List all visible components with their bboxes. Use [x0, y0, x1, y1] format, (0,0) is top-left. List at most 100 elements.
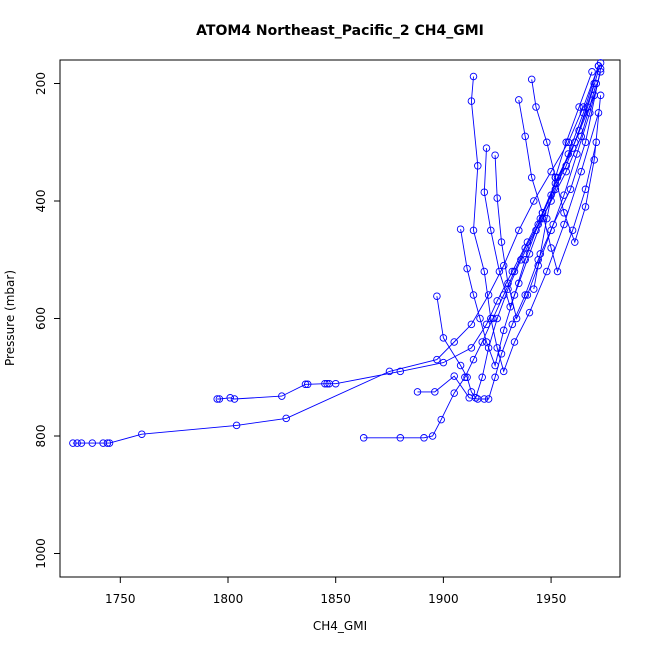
plot-frame	[59, 59, 621, 578]
data-point	[493, 344, 501, 352]
series-line	[494, 71, 602, 320]
data-point	[521, 291, 529, 299]
data-point	[230, 395, 239, 403]
data-point	[467, 97, 476, 105]
data-point	[433, 355, 441, 364]
data-point	[420, 434, 428, 442]
data-point	[534, 261, 542, 270]
data-point	[487, 226, 495, 235]
series-line	[217, 95, 595, 400]
data-point	[588, 68, 596, 76]
data-point	[491, 373, 499, 382]
data-point	[577, 167, 585, 176]
y-tick-label: 600	[34, 307, 48, 330]
data-point	[538, 209, 547, 217]
data-point	[551, 173, 560, 182]
data-point	[508, 320, 517, 329]
data-point	[499, 367, 508, 376]
data-point	[439, 358, 448, 367]
data-point	[480, 267, 489, 276]
data-point	[523, 291, 532, 299]
data-point	[571, 238, 579, 246]
data-point	[564, 150, 573, 158]
x-tick-label: 1900	[428, 592, 459, 606]
series-line	[436, 83, 597, 399]
data-point	[562, 167, 570, 176]
data-point	[581, 203, 590, 211]
data-point	[456, 225, 465, 233]
profile-series	[213, 91, 598, 403]
data-point	[88, 439, 97, 447]
data-point	[581, 138, 590, 147]
data-point	[450, 338, 458, 346]
series-line	[470, 76, 599, 373]
data-point	[450, 372, 458, 380]
x-tick-label: 1800	[213, 592, 244, 606]
data-point	[138, 430, 146, 438]
data-point	[437, 415, 445, 424]
data-point	[471, 394, 480, 402]
x-tick-label: 1950	[536, 592, 567, 606]
profile-series	[530, 68, 596, 293]
data-point	[532, 226, 540, 235]
data-point	[530, 285, 538, 293]
data-point	[321, 379, 329, 388]
x-axis: 1750 1800 1850 1900 1950	[105, 576, 567, 606]
data-point	[482, 144, 491, 152]
data-point	[450, 389, 458, 397]
data-point	[547, 244, 555, 252]
x-axis-label: CH4_GMI	[313, 619, 367, 633]
data-point	[525, 308, 534, 317]
data-point	[456, 361, 465, 370]
series-line	[72, 65, 599, 444]
data-point	[73, 439, 81, 447]
data-point	[480, 395, 489, 403]
y-tick-label: 400	[34, 190, 48, 213]
chart-title: ATOM4 Northeast_Pacific_2 CH4_GMI	[196, 23, 484, 39]
data-point	[562, 138, 570, 147]
series-line	[483, 65, 599, 309]
data-point	[331, 379, 340, 388]
series-line	[518, 99, 597, 273]
data-point	[484, 395, 493, 403]
profile-series	[433, 79, 601, 402]
profile-series	[456, 59, 605, 370]
data-point	[515, 226, 523, 235]
data-point	[476, 314, 484, 323]
data-point	[480, 188, 489, 196]
data-point	[278, 392, 286, 400]
data-point	[495, 267, 504, 276]
data-point	[562, 162, 570, 170]
data-point	[469, 226, 478, 235]
data-point	[484, 291, 493, 299]
data-point	[525, 250, 534, 258]
y-axis: 200 400 600 800 1000	[34, 72, 61, 569]
data-point	[575, 103, 583, 111]
series-line	[460, 62, 602, 368]
series-layer	[69, 59, 605, 447]
y-axis-label: Pressure (mbar)	[3, 270, 17, 366]
data-point	[359, 434, 368, 442]
data-point	[573, 150, 581, 158]
data-point	[596, 91, 605, 100]
x-tick-label: 1850	[320, 592, 351, 606]
profile-series	[359, 79, 598, 442]
data-point	[469, 72, 478, 81]
data-point	[547, 226, 555, 235]
data-point	[303, 380, 312, 389]
y-tick-label: 1000	[34, 538, 48, 569]
data-point	[510, 338, 519, 346]
data-point	[497, 238, 506, 246]
data-point	[538, 214, 547, 223]
data-point	[560, 191, 568, 199]
data-point	[396, 367, 405, 376]
data-point	[103, 439, 112, 447]
profile-series	[467, 72, 603, 376]
data-point	[482, 338, 491, 346]
data-point	[536, 250, 545, 258]
data-point	[532, 103, 540, 111]
data-point	[489, 314, 497, 323]
data-point	[396, 434, 405, 442]
data-point	[515, 279, 523, 288]
profile-series	[491, 68, 605, 323]
